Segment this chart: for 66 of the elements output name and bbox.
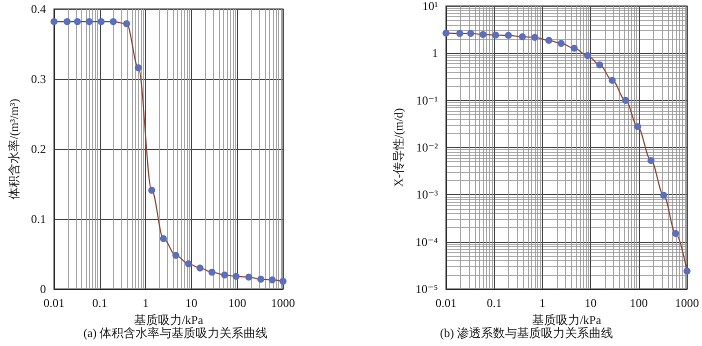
point bbox=[74, 18, 81, 26]
x-tick-label: 0.1 bbox=[486, 296, 502, 310]
point bbox=[196, 264, 204, 272]
point bbox=[245, 274, 252, 281]
point bbox=[480, 30, 487, 38]
point bbox=[467, 30, 474, 37]
point bbox=[492, 32, 500, 39]
y-tick-label: 10⁻³ bbox=[416, 188, 438, 202]
point bbox=[172, 252, 180, 259]
point bbox=[660, 192, 668, 199]
point bbox=[160, 235, 167, 242]
x-tick-label: 1 bbox=[142, 296, 149, 310]
x-tick-label: 10 bbox=[584, 296, 597, 310]
y-tick-label: 0.3 bbox=[31, 72, 46, 86]
y-tick-label: 10⁻⁴ bbox=[415, 234, 438, 249]
point bbox=[504, 32, 512, 39]
point bbox=[50, 18, 58, 26]
y-tick-label: 10⁻¹ bbox=[416, 93, 438, 108]
y-tick-label: 1 bbox=[432, 46, 438, 60]
y-tick-label: 0.1 bbox=[31, 212, 46, 226]
x-tick-label: 10 bbox=[185, 296, 198, 310]
x-tick-label: 100 bbox=[630, 296, 648, 310]
text: (a) 体积含水率与基质吸力关系曲线 bbox=[83, 326, 268, 340]
point bbox=[622, 96, 630, 104]
text: (b) 渗透系数与基质吸力关系曲线 bbox=[440, 326, 613, 340]
point bbox=[221, 272, 228, 278]
point bbox=[584, 52, 592, 60]
x-tick-label: 100 bbox=[228, 296, 246, 310]
point bbox=[86, 18, 93, 26]
x-tick-label: 1000 bbox=[271, 296, 295, 310]
x-tick-label: 1 bbox=[539, 296, 546, 310]
x-axis-title: 基质吸力/kPa bbox=[532, 312, 602, 327]
y-tick-label: 10¹ bbox=[422, 0, 438, 13]
point bbox=[123, 20, 130, 28]
x-tick-label: 1000 bbox=[675, 296, 699, 310]
x-tick-label: 0.01 bbox=[436, 296, 456, 310]
point bbox=[268, 276, 276, 284]
point bbox=[531, 34, 538, 41]
point bbox=[672, 230, 680, 238]
point bbox=[208, 268, 216, 276]
y-tick-label: 0 bbox=[40, 282, 46, 296]
x-axis-title: 基质吸力/kPa bbox=[134, 312, 204, 327]
y-tick-label: 0.2 bbox=[31, 142, 46, 156]
point bbox=[545, 36, 552, 44]
point bbox=[647, 157, 654, 164]
point bbox=[634, 123, 642, 130]
point bbox=[570, 44, 578, 52]
y-tick-label: 0.4 bbox=[31, 2, 46, 16]
point bbox=[257, 276, 264, 283]
point bbox=[558, 40, 565, 47]
point bbox=[596, 61, 604, 68]
y-axis-title: 体积含水率/(m³/m³) bbox=[7, 98, 21, 200]
point bbox=[608, 76, 616, 84]
x-tick-label: 0.01 bbox=[44, 296, 64, 310]
y-axis-title: X-传导性/(m/d) bbox=[392, 108, 406, 187]
point bbox=[98, 18, 105, 26]
point bbox=[148, 186, 156, 194]
point bbox=[185, 260, 192, 268]
point bbox=[518, 33, 526, 40]
point bbox=[442, 30, 450, 37]
x-tick-label: 0.1 bbox=[92, 296, 108, 310]
y-tick-label: 10⁻⁵ bbox=[415, 282, 438, 296]
y-tick-label: 10⁻² bbox=[416, 140, 438, 154]
point bbox=[134, 64, 142, 72]
point bbox=[232, 272, 240, 280]
point bbox=[110, 18, 117, 26]
